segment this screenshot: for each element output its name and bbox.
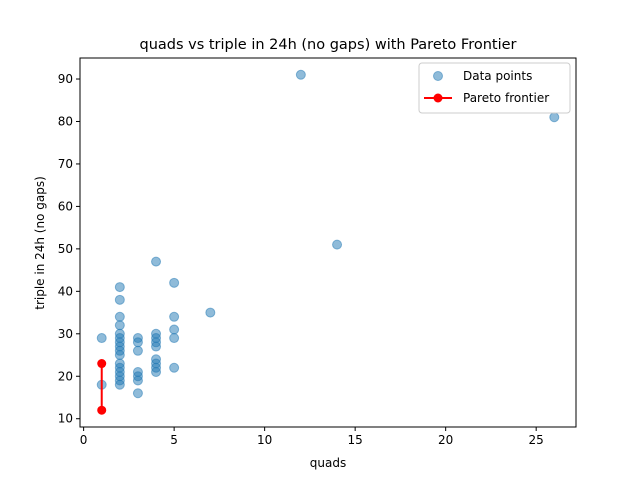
- data-point: [295, 69, 306, 80]
- data-point: [169, 362, 180, 373]
- data-point: [151, 367, 162, 378]
- axes-frame: [79, 57, 577, 428]
- data-point: [169, 333, 180, 344]
- y-tick-label: 40: [58, 284, 73, 298]
- chart-title: quads vs triple in 24h (no gaps) with Pa…: [139, 37, 516, 53]
- x-tick-label: 25: [529, 433, 544, 447]
- x-tick-label: 10: [257, 433, 272, 447]
- y-tick-label: 50: [58, 242, 73, 256]
- x-tick-label: 5: [170, 433, 178, 447]
- data-point: [151, 256, 162, 267]
- y-tick-label: 30: [58, 327, 73, 341]
- pareto-frontier-point: [97, 359, 107, 369]
- legend-marker-pareto: [433, 93, 443, 103]
- data-point: [205, 307, 216, 318]
- data-point: [169, 324, 180, 335]
- legend: Data points Pareto frontier: [418, 62, 571, 114]
- data-point: [169, 311, 180, 322]
- data-point: [114, 282, 125, 293]
- data-point: [132, 337, 143, 348]
- x-axis-label: quads: [310, 456, 346, 470]
- data-point: [114, 294, 125, 305]
- y-axis-label: triple in 24h (no gaps): [33, 176, 47, 310]
- data-point: [151, 341, 162, 352]
- data-point: [114, 350, 125, 361]
- data-point: [114, 379, 125, 390]
- y-tick-label: 80: [58, 114, 73, 128]
- pareto-frontier-point: [97, 405, 107, 415]
- data-point: [114, 311, 125, 322]
- y-tick-label: 90: [58, 72, 73, 86]
- legend-frame: [418, 62, 571, 114]
- legend-marker-data-points: [433, 71, 443, 81]
- data-point: [132, 345, 143, 356]
- legend-label-pareto: Pareto frontier: [463, 91, 549, 105]
- x-tick-label: 20: [438, 433, 453, 447]
- plot-area: 0 5 10 15 20 25 10 20 30 40 50 60 70 80 90: [58, 57, 577, 447]
- legend-label-data-points: Data points: [463, 69, 532, 83]
- data-point: [169, 277, 180, 288]
- data-point: [332, 239, 343, 250]
- x-tick-label: 0: [80, 433, 88, 447]
- data-point: [96, 333, 107, 344]
- data-point: [132, 375, 143, 386]
- y-tick-label: 20: [58, 369, 73, 383]
- data-point: [132, 388, 143, 399]
- y-tick-label: 10: [58, 412, 73, 426]
- y-tick-label: 70: [58, 157, 73, 171]
- y-tick-label: 60: [58, 199, 73, 213]
- data-point: [114, 320, 125, 331]
- x-tick-label: 15: [348, 433, 363, 447]
- data-point: [549, 112, 560, 123]
